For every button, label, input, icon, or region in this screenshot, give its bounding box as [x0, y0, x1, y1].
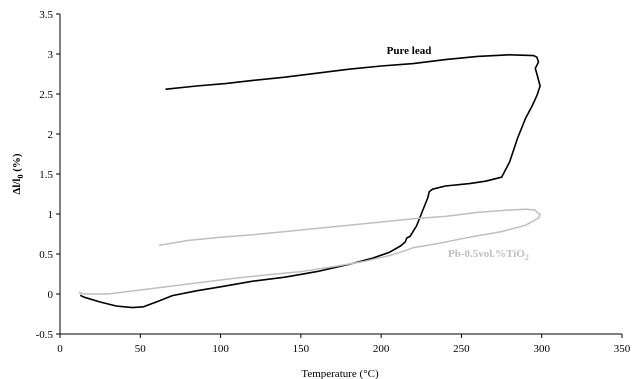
series-label-pure-lead: Pure lead	[387, 45, 432, 57]
series-label-pb-tio2-main: Pb-0.5vol.%TiO	[448, 248, 525, 260]
series-line-pure-lead	[80, 53, 541, 309]
y-tick-label: 0.5	[39, 249, 53, 261]
y-axis-title-suffix: (%)	[11, 153, 23, 174]
y-tick-label: 1.5	[39, 169, 53, 181]
y-tick-label: 1	[48, 209, 54, 221]
x-tick-label: 200	[373, 343, 390, 355]
x-tick-label: 150	[293, 343, 310, 355]
series-line-pb-tio2	[78, 208, 541, 295]
y-tick-label: -0.5	[36, 329, 54, 341]
x-tick-label: 300	[533, 343, 550, 355]
x-tick-label: 0	[57, 343, 63, 355]
x-tick-label: 350	[614, 343, 631, 355]
x-tick-label: 250	[453, 343, 470, 355]
y-tick-label: 2.5	[39, 89, 53, 101]
x-tick-label: 50	[135, 343, 147, 355]
series-layer	[78, 53, 541, 309]
x-tick-label: 100	[212, 343, 229, 355]
y-tick-label: 2	[48, 129, 54, 141]
series-label-pb-tio2-sub: 2	[525, 253, 529, 262]
y-axis-title: Δl/l0 (%)	[11, 153, 25, 194]
y-axis-title-main: Δl/l	[11, 179, 23, 195]
y-tick-label: 0	[48, 289, 54, 301]
y-axis-title-sub: 0	[16, 175, 25, 179]
y-tick-label: 3	[48, 49, 54, 61]
y-tick-label: 3.5	[39, 9, 53, 21]
axes: -0.500.511.522.533.50 50 100 150 200 250 300 35…	[36, 9, 631, 355]
series-label-pb-tio2: Pb-0.5vol.%TiO2	[448, 248, 529, 262]
x-axis-title: Temperature (°C)	[301, 368, 379, 379]
